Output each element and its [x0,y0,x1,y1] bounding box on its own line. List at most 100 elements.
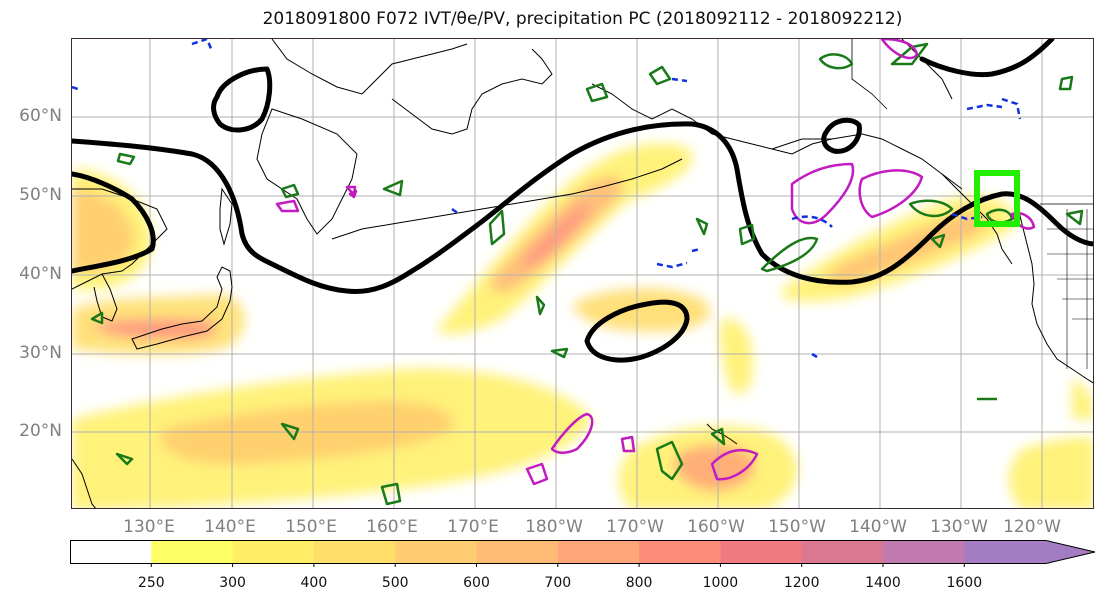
ivt-mid [572,288,711,332]
map-canvas [72,39,1093,508]
ivt-japan-core [92,319,216,339]
green-5 [488,209,506,246]
green-3 [280,183,300,199]
colorbar-segment [883,540,965,564]
blue-dashed-contours [72,39,1022,359]
green-21 [710,427,726,446]
blue-3 [451,207,460,216]
lon-label-170e: 170°E [447,517,499,537]
map-title: 2018091800 F072 IVT/θe/PV, precipitation… [262,9,903,29]
green-6 [535,295,546,316]
colorbar-segment [964,540,1095,564]
pv-contours [72,39,1093,363]
colorbar-tick-label: 1400 [865,575,901,591]
blue-9 [1001,97,1022,120]
coast-kamchatka [256,108,358,235]
magenta-6 [550,412,594,454]
green-10 [738,223,756,246]
lon-label-160e: 160°E [366,517,418,537]
graticule [72,39,1093,508]
pv-contour-west [72,171,156,274]
coast-aleutians [331,158,683,240]
region-highlight-box [974,170,1020,227]
green-16 [985,208,1014,224]
colorbar-segment [476,540,559,564]
ivt-south-2 [1072,379,1093,419]
blue-7 [671,77,688,83]
blue-2 [72,85,79,91]
green-1 [90,311,104,325]
green-2 [116,152,136,166]
blue-4 [656,261,688,269]
lat-label-30: 30°N [19,343,62,363]
coast-alaska-south [771,133,963,190]
colorbar-tick-label: 1000 [702,575,739,591]
theta-e-contours [90,42,1084,506]
green-23 [550,347,569,359]
blue-8 [966,103,1003,111]
green-9 [695,217,709,236]
pv-contour-kamchatka [211,66,273,133]
lat-label-40: 40°N [19,264,62,284]
ivt-west-core [72,189,134,272]
ivt-northeast-core [828,212,988,283]
colorbar-outline [70,540,1096,564]
green-13 [890,42,929,66]
pv-contour-main [72,121,1093,295]
green-22 [380,482,402,506]
colorbar-segment [395,540,477,564]
lat-label-60: 60°N [19,106,62,126]
lon-label-140w: 140°W [849,517,907,537]
colorbar-segment [313,540,396,564]
magenta-9 [710,448,759,481]
lon-label-170w: 170°W [606,517,664,537]
ivt-southeast [1008,437,1093,508]
blue-5 [691,247,701,253]
ivt-shading [72,143,1093,508]
lon-label-150e: 150°E [285,517,337,537]
lon-label-150w: 150°W [768,517,826,537]
lat-label-50: 50°N [19,185,62,205]
colorbar-tick-label: 1600 [946,575,983,591]
green-18 [280,422,300,441]
colorbar-segment [557,540,640,564]
blue-1 [191,39,214,52]
colorbar-segment [232,540,315,564]
green-8 [648,65,672,86]
colorbar-segment [720,540,803,564]
magenta-11 [345,185,357,197]
green-11 [760,236,819,273]
blue-6 [791,215,833,228]
colorbar-segments [70,540,1095,564]
colorbar-tick-label: 700 [544,575,572,591]
lon-label-140e: 140°E [204,517,256,537]
lon-label-120w: 120°W [1003,517,1061,537]
green-17 [1058,75,1074,91]
states-west [1047,209,1093,369]
green-15 [930,233,946,249]
colorbar-segment [801,540,884,564]
green-19 [115,452,134,466]
green-20 [655,440,684,481]
coast-japan [131,266,233,350]
colorbar-segment [70,540,152,564]
magenta-8 [620,435,636,453]
magenta-5 [880,39,919,60]
colorbar-tick-label: 800 [625,575,653,591]
coast-sakhalin [219,187,233,246]
border-alaska [851,39,888,110]
pv-contour-central-pac [584,299,690,363]
colorbar-segment [151,540,234,564]
magenta-3 [790,162,855,225]
blue-10 [811,352,818,359]
green-25 [1065,209,1084,226]
ivt-east-mid [719,318,753,394]
colorbar-tick-label: 300 [219,575,246,591]
coast-siberia [271,39,468,95]
colorbar-segment [639,540,721,564]
ivt-hawaii-core [674,444,755,491]
green-14 [908,199,954,218]
coast-us-west [1016,203,1093,384]
coastlines [72,39,1093,508]
colorbar-tick-label: 250 [137,575,165,591]
